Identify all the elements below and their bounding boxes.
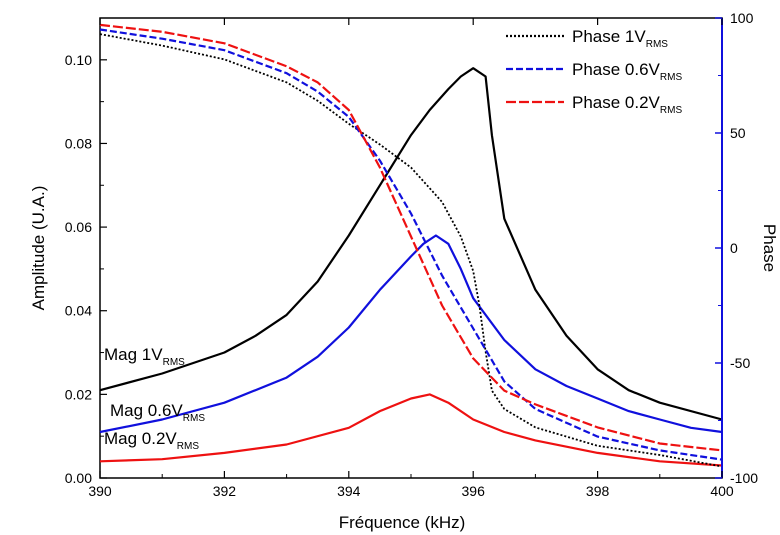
legend-label-subscript: RMS bbox=[660, 72, 683, 83]
y-right-tick-label: 50 bbox=[730, 125, 746, 141]
series-annotation: Mag 0.6VRMS bbox=[110, 401, 205, 424]
series-annotations: Mag 1VRMS Mag 0.6VRMS Mag 0.2VRMS bbox=[104, 345, 205, 452]
x-axis-title: Fréquence (kHz) bbox=[339, 513, 466, 532]
legend-label: Phase 0.2VRMS bbox=[572, 93, 682, 116]
y-right-tick-label: 0 bbox=[730, 240, 738, 256]
series-annotation: Mag 1VRMS bbox=[104, 345, 185, 368]
plot-frame bbox=[99, 17, 723, 479]
series-annotation-subscript: RMS bbox=[163, 357, 186, 368]
y-right-axis-title: Phase bbox=[760, 224, 779, 272]
plot-frame-layer bbox=[99, 17, 723, 479]
y-left-tick-label: 0.06 bbox=[65, 219, 92, 235]
series-annotation-subscript: RMS bbox=[177, 441, 200, 452]
series-annotation-subscript: RMS bbox=[183, 413, 206, 424]
y-left-tick-label: 0.10 bbox=[65, 52, 92, 68]
y-left-tick-label: 0.02 bbox=[65, 386, 92, 402]
legend-label-subscript: RMS bbox=[660, 105, 683, 116]
legend-label-subscript: RMS bbox=[646, 39, 669, 50]
series-line-phase-0-6v bbox=[99, 28, 723, 461]
x-tick-label: 400 bbox=[710, 483, 734, 499]
series-line-mag-1v bbox=[99, 67, 723, 421]
y-right-tick-label: 100 bbox=[730, 10, 754, 26]
series-line-phase-0-2v bbox=[99, 23, 723, 452]
series-layer bbox=[99, 23, 723, 468]
axes-layer: 390 392 394 396 398 400 0.00 0.02 0.04 0.06 0.08 0.… bbox=[65, 10, 758, 499]
legend-label: Phase 0.6VRMS bbox=[572, 60, 682, 83]
y-right-tick-label: -50 bbox=[730, 355, 750, 371]
x-tick-label: 390 bbox=[88, 483, 112, 499]
series-annotation: Mag 0.2VRMS bbox=[104, 429, 199, 452]
series-line-phase-1v bbox=[99, 33, 723, 468]
x-tick-label: 394 bbox=[337, 483, 361, 499]
series-line-mag-0-6v bbox=[99, 234, 723, 434]
x-tick-label: 396 bbox=[462, 483, 486, 499]
y-left-tick-label: 0.04 bbox=[65, 303, 92, 319]
x-tick-label: 398 bbox=[586, 483, 610, 499]
series-line-mag-0-2v bbox=[99, 393, 723, 467]
y-left-axis-title: Amplitude (U.A.) bbox=[29, 186, 48, 311]
legend-label: Phase 1VRMS bbox=[572, 27, 668, 50]
y-right-tick-label: -100 bbox=[730, 470, 758, 486]
x-tick-label: 392 bbox=[213, 483, 237, 499]
legend: Phase 1VRMS Phase 0.6VRMS Phase 0.2VRMS bbox=[506, 27, 682, 116]
y-left-tick-label: 0.00 bbox=[65, 470, 92, 486]
y-left-tick-label: 0.08 bbox=[65, 135, 92, 151]
